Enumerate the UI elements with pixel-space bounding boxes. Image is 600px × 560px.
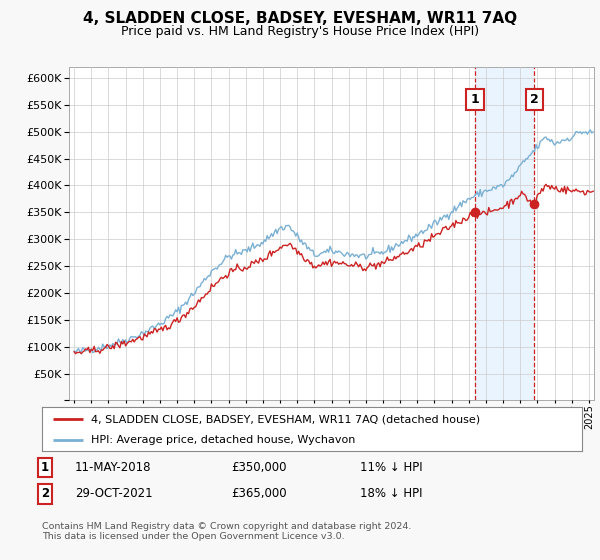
Text: 2: 2 (41, 487, 49, 501)
Text: 4, SLADDEN CLOSE, BADSEY, EVESHAM, WR11 7AQ (detached house): 4, SLADDEN CLOSE, BADSEY, EVESHAM, WR11 … (91, 414, 480, 424)
Text: 11-MAY-2018: 11-MAY-2018 (75, 461, 151, 474)
Text: 29-OCT-2021: 29-OCT-2021 (75, 487, 152, 501)
Text: 11% ↓ HPI: 11% ↓ HPI (360, 461, 422, 474)
Text: £350,000: £350,000 (231, 461, 287, 474)
Text: Contains HM Land Registry data © Crown copyright and database right 2024.
This d: Contains HM Land Registry data © Crown c… (42, 522, 412, 542)
Text: 18% ↓ HPI: 18% ↓ HPI (360, 487, 422, 501)
Text: HPI: Average price, detached house, Wychavon: HPI: Average price, detached house, Wych… (91, 435, 355, 445)
Text: 2: 2 (530, 93, 539, 106)
Text: Price paid vs. HM Land Registry's House Price Index (HPI): Price paid vs. HM Land Registry's House … (121, 25, 479, 38)
Text: £365,000: £365,000 (231, 487, 287, 501)
Text: 4, SLADDEN CLOSE, BADSEY, EVESHAM, WR11 7AQ: 4, SLADDEN CLOSE, BADSEY, EVESHAM, WR11 … (83, 11, 517, 26)
Bar (475, 67, 535, 400)
Text: 1: 1 (470, 93, 479, 106)
Text: 1: 1 (41, 461, 49, 474)
